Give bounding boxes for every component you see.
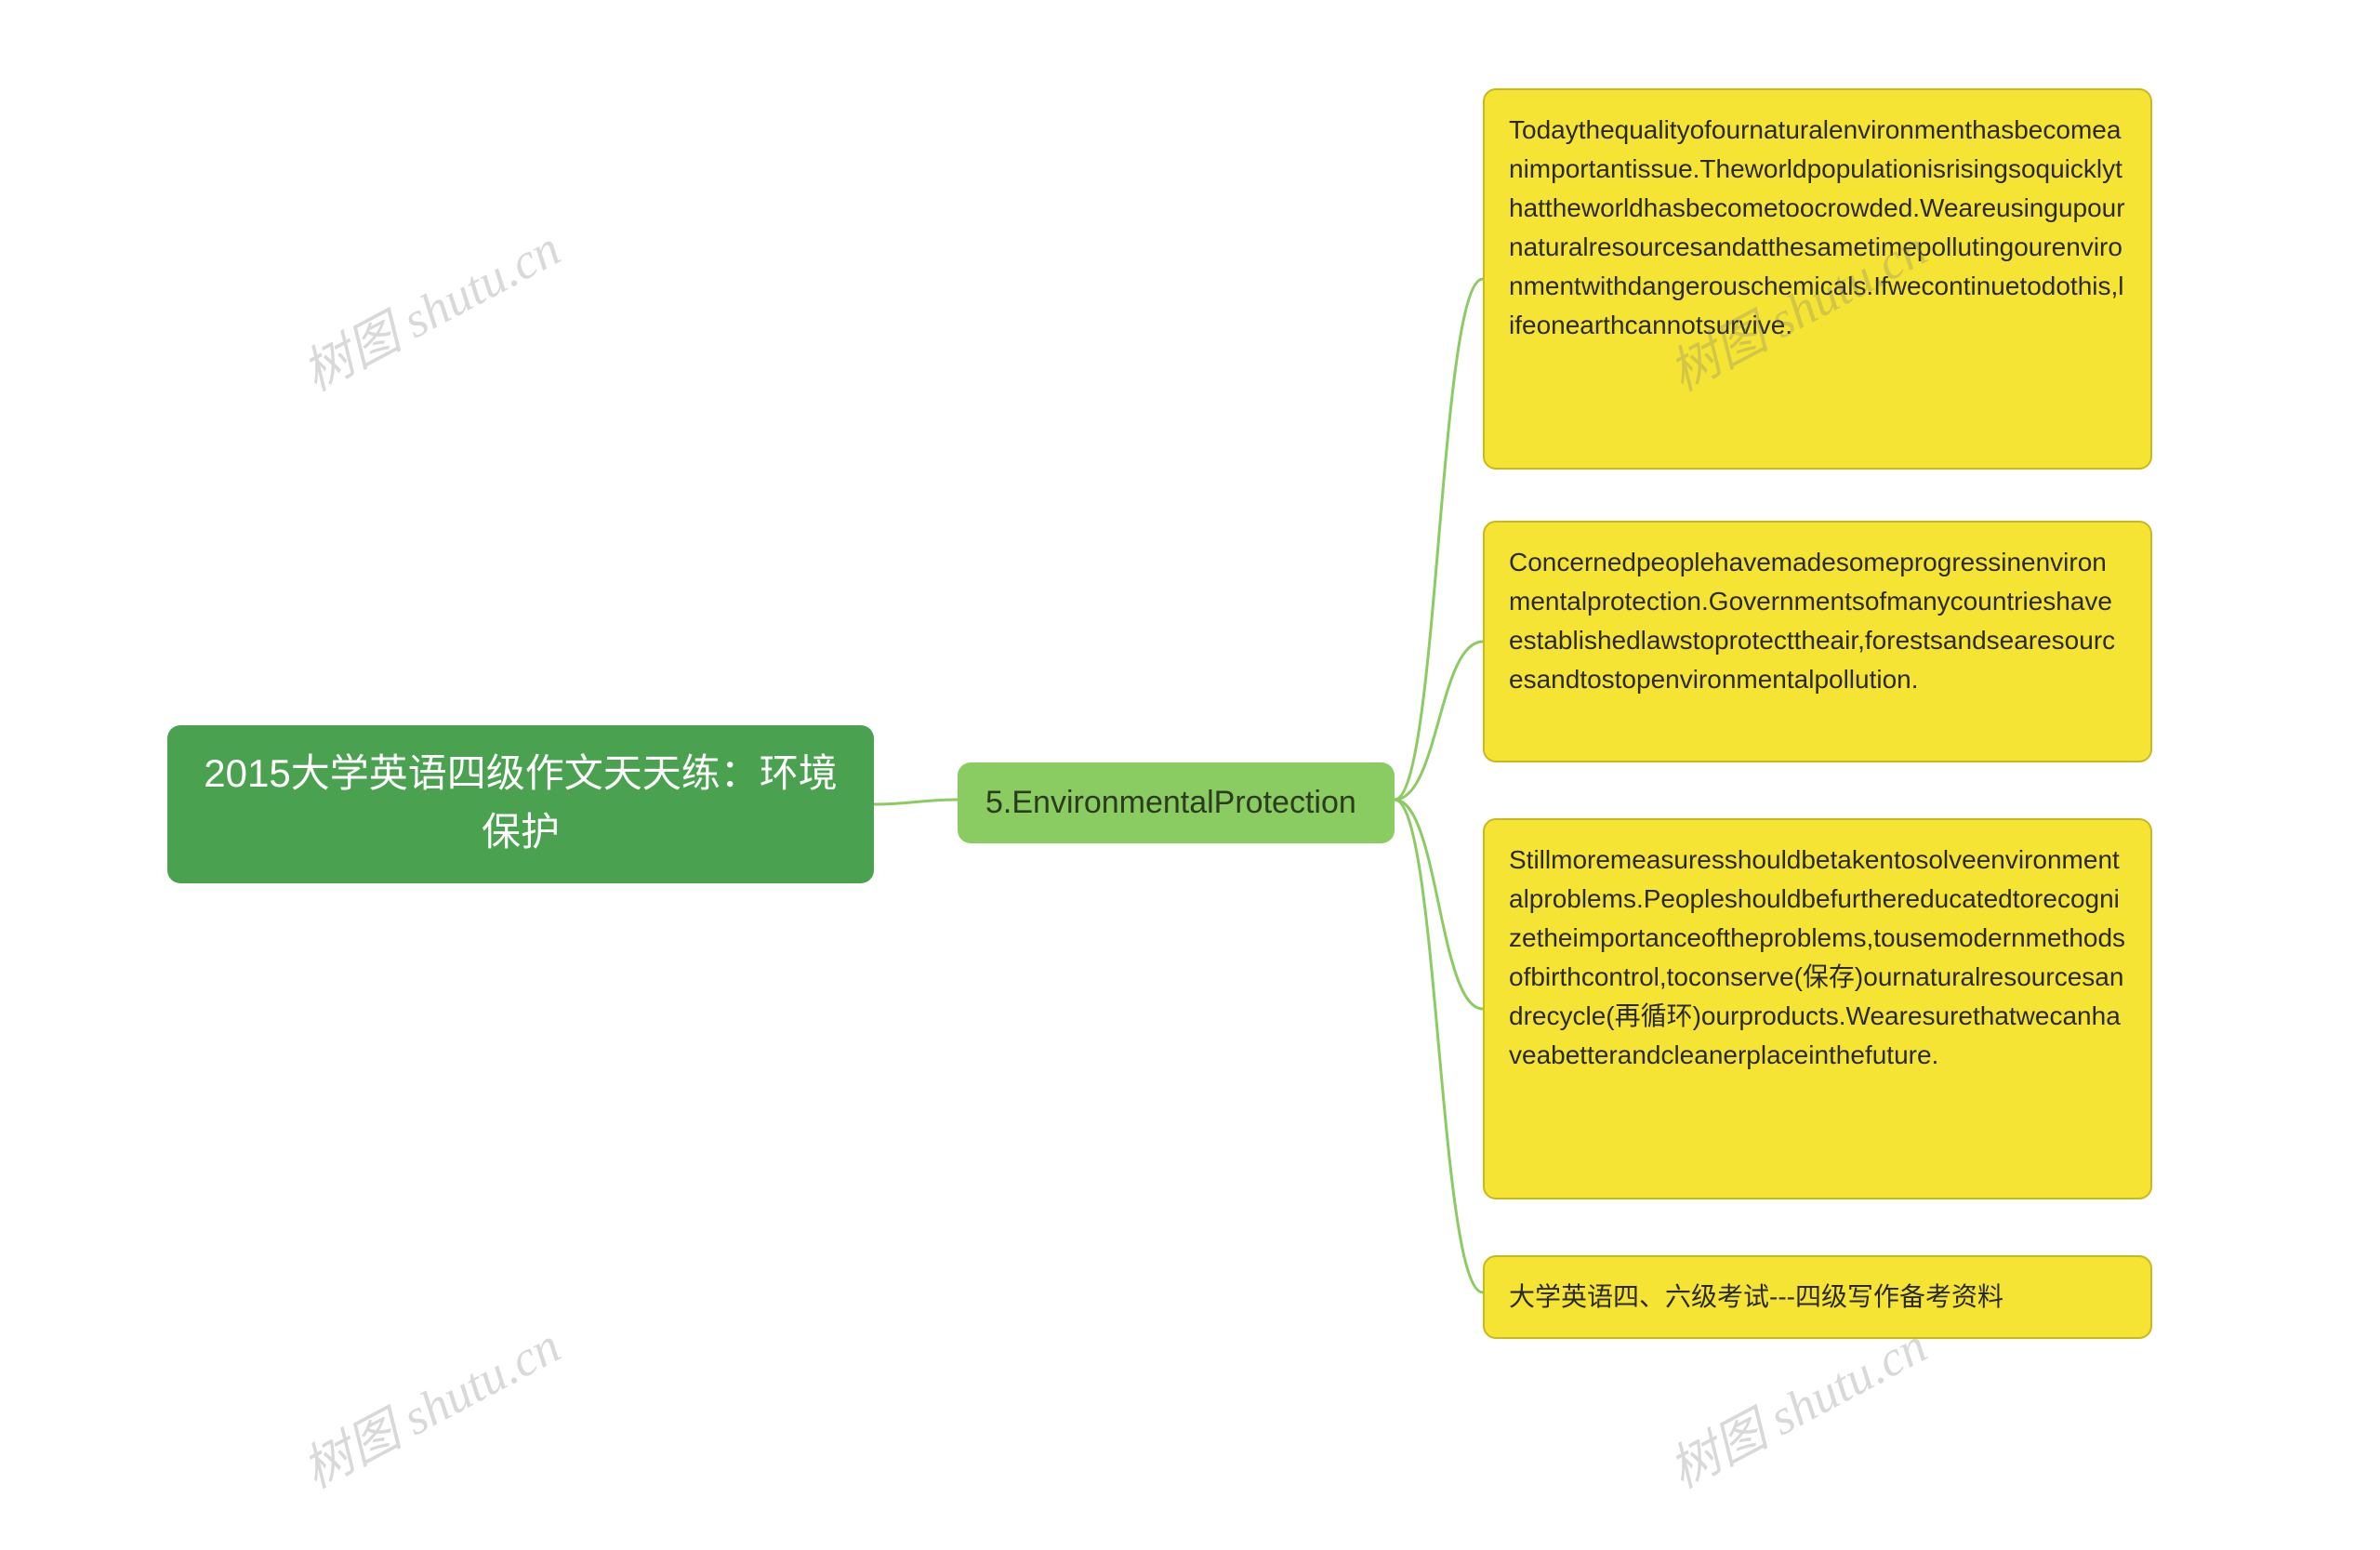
watermark: 树图 shutu.cn [287, 207, 571, 404]
leaf-node[interactable]: Concernedpeoplehavemadesomeprogressinenv… [1483, 521, 2152, 762]
root-node[interactable]: 2015大学英语四级作文天天练：环境保护 [167, 725, 874, 883]
watermark: 树图 shutu.cn [287, 1305, 571, 1502]
edge-sub-leaf-2 [1395, 800, 1483, 1009]
edge-root-sub [874, 800, 958, 804]
edge-sub-leaf-0 [1395, 279, 1483, 800]
edge-sub-leaf-1 [1395, 642, 1483, 800]
leaf-label: Concernedpeoplehavemadesomeprogressinenv… [1509, 548, 2115, 694]
subtopic-node[interactable]: 5.EnvironmentalProtection [958, 762, 1395, 843]
leaf-label: 大学英语四、六级考试---四级写作备考资料 [1509, 1282, 2003, 1311]
edge-sub-leaf-3 [1395, 800, 1483, 1292]
leaf-node[interactable]: Stillmoremeasuresshouldbetakentosolveenv… [1483, 818, 2152, 1199]
subtopic-label: 5.EnvironmentalProtection [985, 785, 1356, 820]
leaf-label: Stillmoremeasuresshouldbetakentosolveenv… [1509, 845, 2125, 1069]
root-label: 2015大学英语四级作文天天练：环境保护 [204, 751, 837, 854]
leaf-node[interactable]: 大学英语四、六级考试---四级写作备考资料 [1483, 1255, 2152, 1339]
